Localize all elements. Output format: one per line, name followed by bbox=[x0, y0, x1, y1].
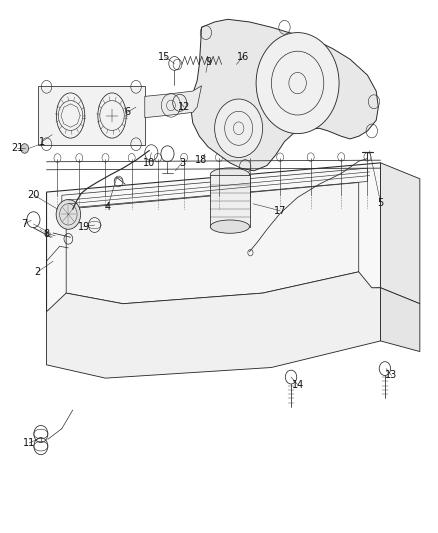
Text: 18: 18 bbox=[195, 155, 208, 165]
Polygon shape bbox=[210, 174, 250, 227]
Polygon shape bbox=[191, 19, 378, 171]
Polygon shape bbox=[381, 288, 420, 352]
Text: 2: 2 bbox=[35, 267, 41, 277]
Text: 9: 9 bbox=[205, 57, 211, 67]
Text: 5: 5 bbox=[378, 198, 384, 208]
Text: 15: 15 bbox=[158, 52, 171, 61]
Text: 16: 16 bbox=[237, 52, 249, 61]
Text: 17: 17 bbox=[274, 206, 286, 216]
Text: 19: 19 bbox=[78, 222, 90, 232]
Text: 8: 8 bbox=[43, 229, 49, 239]
Text: 14: 14 bbox=[291, 379, 304, 390]
Text: 1: 1 bbox=[39, 136, 45, 147]
Text: 21: 21 bbox=[11, 143, 24, 154]
Ellipse shape bbox=[210, 168, 250, 181]
Polygon shape bbox=[66, 182, 359, 304]
Text: 10: 10 bbox=[143, 158, 155, 168]
Text: 4: 4 bbox=[105, 202, 111, 212]
Text: 7: 7 bbox=[21, 219, 28, 229]
Text: 3: 3 bbox=[179, 158, 185, 168]
Text: 6: 6 bbox=[124, 107, 131, 117]
Circle shape bbox=[21, 144, 28, 154]
Polygon shape bbox=[145, 86, 201, 118]
Circle shape bbox=[56, 199, 81, 229]
Polygon shape bbox=[38, 86, 145, 146]
Polygon shape bbox=[381, 163, 420, 304]
Polygon shape bbox=[46, 163, 381, 312]
Polygon shape bbox=[46, 272, 381, 378]
Text: 11: 11 bbox=[23, 438, 35, 448]
Circle shape bbox=[256, 33, 339, 134]
Text: 13: 13 bbox=[385, 370, 398, 381]
Ellipse shape bbox=[210, 220, 250, 233]
Text: 12: 12 bbox=[178, 102, 190, 112]
Circle shape bbox=[215, 99, 263, 158]
Text: 20: 20 bbox=[27, 190, 39, 200]
